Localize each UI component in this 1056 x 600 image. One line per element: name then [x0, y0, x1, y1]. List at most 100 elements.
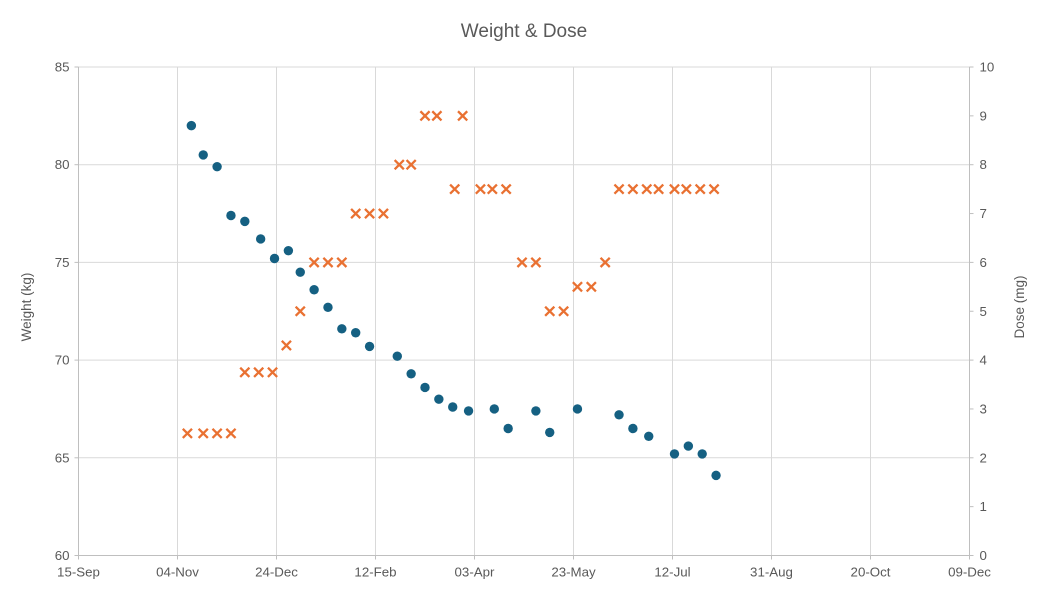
data-points	[181, 110, 721, 481]
y-right-tick-label: 7	[980, 206, 987, 221]
dose-point	[572, 281, 583, 293]
dose-point	[694, 183, 706, 195]
dose-point	[457, 110, 469, 122]
dose-point	[449, 183, 461, 195]
weight-point	[226, 210, 236, 221]
y-right-tick-label: 3	[980, 401, 987, 416]
dose-point	[181, 427, 193, 439]
x-tick-label: 24-Dec	[255, 565, 298, 580]
y-right-tick-label: 4	[980, 353, 987, 368]
y-right-tick-label: 9	[980, 108, 987, 123]
weight-point	[198, 150, 208, 160]
y-right-tick-label: 6	[980, 255, 987, 270]
dose-point	[486, 183, 498, 195]
dose-point	[653, 183, 665, 195]
x-tick-label: 15-Sep	[57, 565, 100, 580]
y-right-tick-label: 5	[980, 304, 987, 319]
y-left-tick-label: 85	[55, 60, 70, 75]
y-left-tick-label: 70	[55, 353, 70, 368]
y-right-tick-label: 0	[980, 548, 987, 563]
y-left-tick-label: 80	[55, 157, 70, 172]
weight-point	[309, 285, 319, 295]
y-left-tick-label: 65	[55, 450, 70, 465]
weight-point	[295, 267, 305, 277]
x-tick-label: 20-Oct	[851, 565, 891, 580]
weight-point	[364, 341, 375, 352]
weight-point	[711, 470, 721, 481]
dose-point	[225, 427, 237, 439]
weight-point	[683, 441, 694, 451]
y-right-tick-label: 8	[980, 157, 987, 172]
x-tick-label: 12-Jul	[654, 565, 690, 580]
dose-point	[267, 366, 278, 378]
dose-point	[500, 183, 512, 195]
dose-point	[516, 256, 528, 268]
dose-point	[544, 305, 556, 317]
dose-point	[641, 183, 653, 195]
x-tick-label: 04-Nov	[156, 565, 199, 580]
dose-point	[350, 208, 362, 219]
weight-point	[269, 253, 280, 264]
gridlines	[78, 66, 970, 556]
weight-point	[392, 351, 402, 361]
dose-point	[393, 159, 405, 171]
x-tick-label: 23-May	[551, 565, 596, 580]
dose-point	[364, 208, 375, 219]
weight-point	[503, 423, 513, 434]
dose-point	[294, 305, 306, 317]
weight-point	[283, 245, 294, 256]
dose-point	[530, 256, 542, 268]
y-right-axis-title: Dose (mg)	[1012, 275, 1027, 338]
weight-point	[697, 449, 707, 459]
dose-point	[253, 366, 265, 378]
weight-point	[212, 161, 222, 172]
y-right-tick-label: 10	[980, 60, 995, 75]
y-left-axis-title: Weight (kg)	[19, 273, 34, 342]
x-tick-label: 03-Apr	[455, 565, 495, 580]
chart-title: Weight & Dose	[461, 21, 587, 42]
dose-point	[280, 340, 292, 351]
weight-point	[434, 394, 444, 404]
weight-point	[448, 402, 458, 412]
dose-point	[708, 183, 720, 195]
weight-point	[255, 234, 266, 244]
dose-point	[419, 110, 431, 122]
dose-point	[613, 183, 625, 195]
x-tick-label: 12-Feb	[354, 565, 396, 580]
weight-point	[337, 324, 347, 334]
weight-point	[186, 120, 197, 131]
dose-point	[680, 183, 692, 195]
dose-point	[308, 256, 320, 268]
weight-point	[531, 406, 541, 416]
y-left-tick-label: 60	[55, 548, 70, 563]
weight-point	[545, 427, 555, 438]
x-tick-label: 31-Aug	[750, 565, 793, 580]
axis-lines	[74, 66, 974, 560]
dose-point	[378, 208, 389, 219]
y-right-tick-label: 2	[980, 450, 987, 465]
dose-point	[627, 183, 639, 195]
dose-point	[669, 183, 680, 195]
dose-point	[431, 110, 443, 122]
weight-point	[406, 369, 416, 379]
weight-point	[351, 328, 361, 338]
weight-point	[572, 404, 583, 414]
dose-point	[599, 256, 611, 268]
dose-point	[336, 256, 348, 268]
weight-point	[420, 382, 430, 393]
x-tick-label: 09-Dec	[948, 565, 991, 580]
weight-point	[669, 449, 680, 459]
dose-point	[239, 366, 251, 378]
weight-point	[614, 410, 624, 420]
dose-point	[558, 305, 570, 317]
y-right-tick-label: 1	[980, 499, 987, 514]
weight-point	[240, 216, 250, 227]
weight-point	[628, 423, 638, 434]
dose-point	[322, 256, 334, 268]
dose-point	[585, 281, 597, 293]
weight-point	[644, 431, 654, 442]
tick-labels: 15-Sep 04-Nov 24-Dec 12-Feb 03-Apr 23-May 12-J…	[55, 60, 995, 580]
weight-point	[323, 302, 333, 313]
dose-point	[405, 159, 417, 171]
